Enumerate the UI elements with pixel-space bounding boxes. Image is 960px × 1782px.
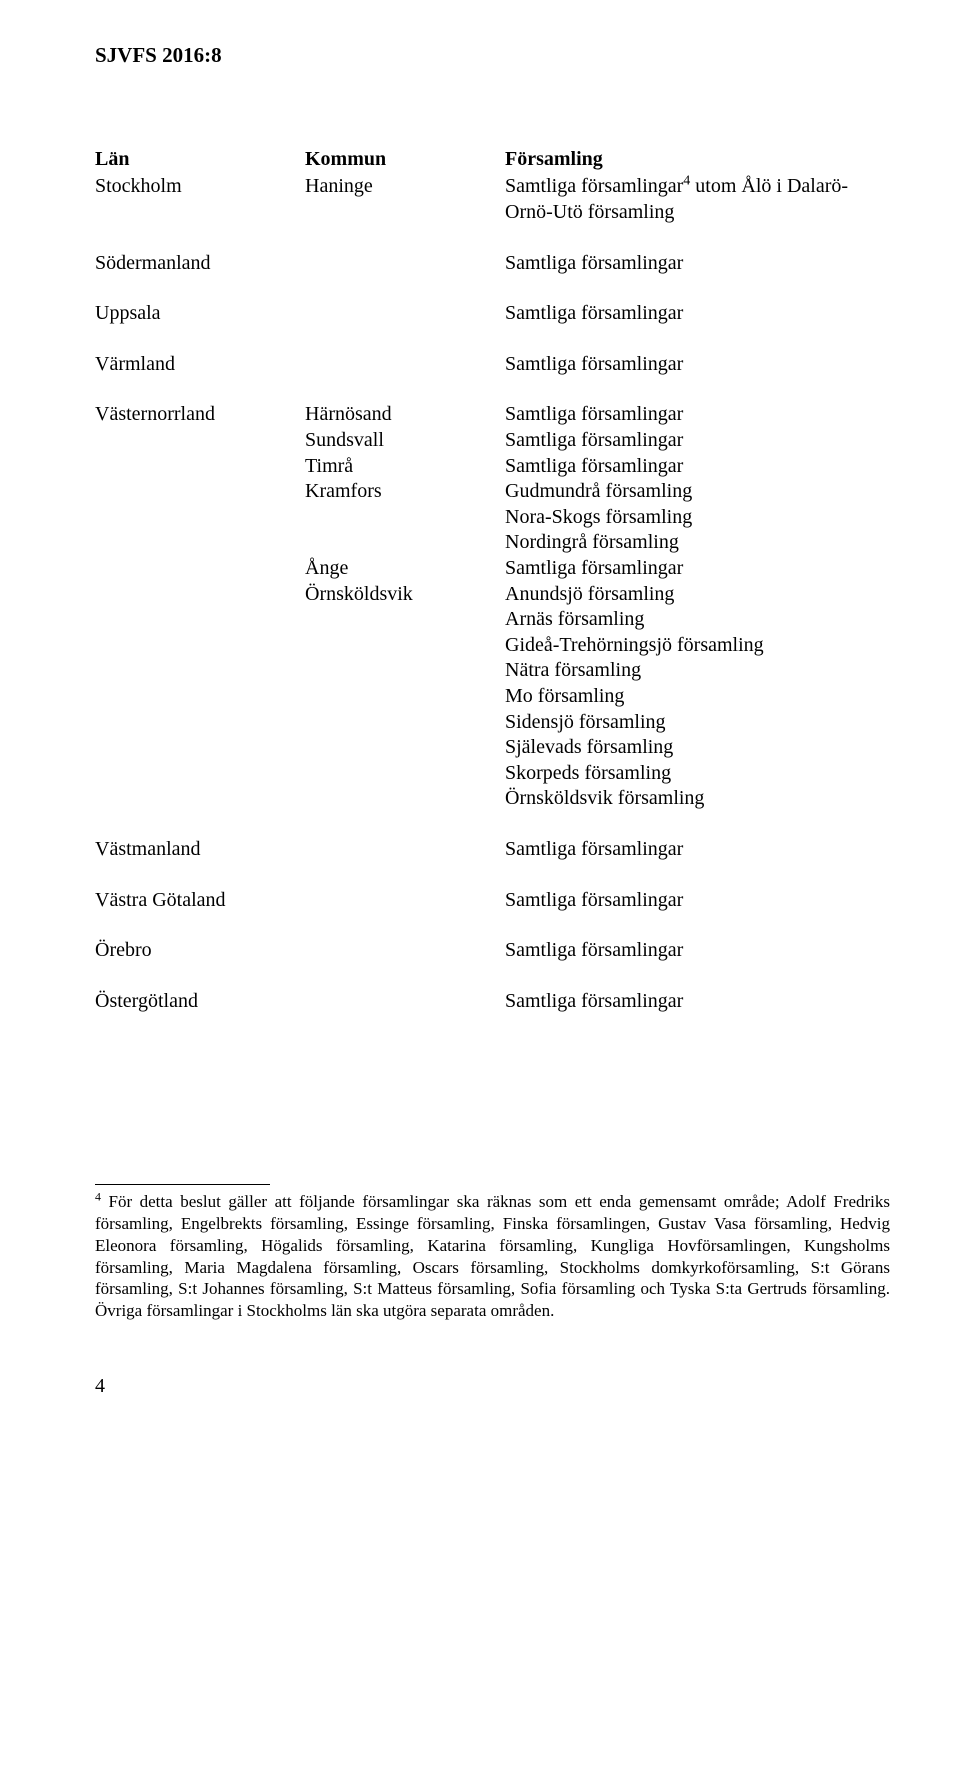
cell-forsamling: Gudmundrå församlingNora-Skogs församlin… bbox=[505, 479, 890, 556]
table-row: Uppsala Samtliga församlingar bbox=[95, 301, 890, 327]
forsamling-line: Samtliga församlingar bbox=[505, 454, 890, 480]
footnote: 4 För detta beslut gäller att följande f… bbox=[95, 1191, 890, 1322]
cell-forsamling: Samtliga församlingar bbox=[505, 301, 890, 327]
cell-lan: Västra Götaland bbox=[95, 888, 305, 914]
forsamling-line: Samtliga församlingar bbox=[505, 301, 890, 327]
table-row: Västmanland Samtliga församlingar bbox=[95, 837, 890, 863]
forsamling-line: Samtliga församlingar bbox=[505, 837, 890, 863]
cell-forsamling: Samtliga församlingar bbox=[505, 251, 890, 277]
cell-forsamling: Samtliga församlingar bbox=[505, 454, 890, 480]
cell-kommun: Sundsvall bbox=[305, 428, 505, 454]
forsamling-line: Skorpeds församling bbox=[505, 761, 890, 787]
forsamling-line: Samtliga församlingar bbox=[505, 352, 890, 378]
forsamling-line: Själevads församling bbox=[505, 735, 890, 761]
footnote-text: För detta beslut gäller att följande för… bbox=[95, 1192, 890, 1320]
cell-forsamling: Samtliga församlingar bbox=[505, 837, 890, 863]
header-lan: Län bbox=[95, 147, 305, 173]
table-body: StockholmHaningeSamtliga församlingar4 u… bbox=[95, 174, 890, 1014]
forsamling-line: Samtliga församlingar bbox=[505, 989, 890, 1015]
table-row: ÖrnsköldsvikAnundsjö församlingArnäs för… bbox=[95, 582, 890, 812]
cell-forsamling: Anundsjö församlingArnäs församlingGideå… bbox=[505, 582, 890, 812]
cell-lan: Uppsala bbox=[95, 301, 305, 327]
forsamling-line: Nora-Skogs församling bbox=[505, 505, 890, 531]
cell-forsamling: Samtliga församlingar bbox=[505, 989, 890, 1015]
cell-forsamling: Samtliga församlingar bbox=[505, 556, 890, 582]
cell-kommun: Kramfors bbox=[305, 479, 505, 505]
forsamling-line: Samtliga församlingar bbox=[505, 428, 890, 454]
cell-forsamling: Samtliga församlingar bbox=[505, 428, 890, 454]
page-number: 4 bbox=[95, 1374, 890, 1400]
forsamling-line: Nätra församling bbox=[505, 658, 890, 684]
forsamling-line: Sidensjö församling bbox=[505, 710, 890, 736]
table-row: KramforsGudmundrå församlingNora-Skogs f… bbox=[95, 479, 890, 556]
forsamling-line: Nordingrå församling bbox=[505, 530, 890, 556]
cell-kommun: Härnösand bbox=[305, 402, 505, 428]
footnote-separator bbox=[95, 1184, 270, 1185]
cell-kommun: Haninge bbox=[305, 174, 505, 200]
table-row: Örebro Samtliga församlingar bbox=[95, 938, 890, 964]
table-row: StockholmHaningeSamtliga församlingar4 u… bbox=[95, 174, 890, 225]
header-forsamling: Församling bbox=[505, 147, 890, 173]
cell-lan: Värmland bbox=[95, 352, 305, 378]
document-header: SJVFS 2016:8 bbox=[95, 42, 890, 69]
forsamling-line: Samtliga församlingar bbox=[505, 251, 890, 277]
forsamling-line: Samtliga församlingar bbox=[505, 888, 890, 914]
cell-lan: Östergötland bbox=[95, 989, 305, 1015]
cell-forsamling: Samtliga församlingar bbox=[505, 402, 890, 428]
forsamling-line: Samtliga församlingar bbox=[505, 556, 890, 582]
forsamling-line: Samtliga församlingar bbox=[505, 938, 890, 964]
cell-forsamling: Samtliga församlingar4 utom Ålö i Dalarö… bbox=[505, 174, 890, 225]
table-row: SundsvallSamtliga församlingar bbox=[95, 428, 890, 454]
cell-lan: Västernorrland bbox=[95, 402, 305, 428]
forsamling-line: Anundsjö församling bbox=[505, 582, 890, 608]
cell-lan: Västmanland bbox=[95, 837, 305, 863]
cell-lan: Örebro bbox=[95, 938, 305, 964]
table-row: ÅngeSamtliga församlingar bbox=[95, 556, 890, 582]
cell-forsamling: Samtliga församlingar bbox=[505, 938, 890, 964]
cell-lan: Södermanland bbox=[95, 251, 305, 277]
cell-lan: Stockholm bbox=[95, 174, 305, 200]
table-row: Västra Götaland Samtliga församlingar bbox=[95, 888, 890, 914]
forsamling-line: Gudmundrå församling bbox=[505, 479, 890, 505]
table-row: Östergötland Samtliga församlingar bbox=[95, 989, 890, 1015]
table-row: TimråSamtliga församlingar bbox=[95, 454, 890, 480]
forsamling-line: Örnsköldsvik församling bbox=[505, 786, 890, 812]
table-header-row: Län Kommun Församling bbox=[95, 147, 890, 173]
cell-forsamling: Samtliga församlingar bbox=[505, 352, 890, 378]
forsamling-line: Gideå-Trehörningsjö församling bbox=[505, 633, 890, 659]
forsamling-line: Arnäs församling bbox=[505, 607, 890, 633]
table-row: VästernorrlandHärnösandSamtliga församli… bbox=[95, 402, 890, 428]
forsamling-line: Samtliga församlingar bbox=[505, 402, 890, 428]
cell-forsamling: Samtliga församlingar bbox=[505, 888, 890, 914]
table-row: Södermanland Samtliga församlingar bbox=[95, 251, 890, 277]
cell-kommun: Örnsköldsvik bbox=[305, 582, 505, 608]
cell-kommun: Timrå bbox=[305, 454, 505, 480]
forsamling-line: Mo församling bbox=[505, 684, 890, 710]
table-row: Värmland Samtliga församlingar bbox=[95, 352, 890, 378]
cell-kommun: Ånge bbox=[305, 556, 505, 582]
header-kommun: Kommun bbox=[305, 147, 505, 173]
